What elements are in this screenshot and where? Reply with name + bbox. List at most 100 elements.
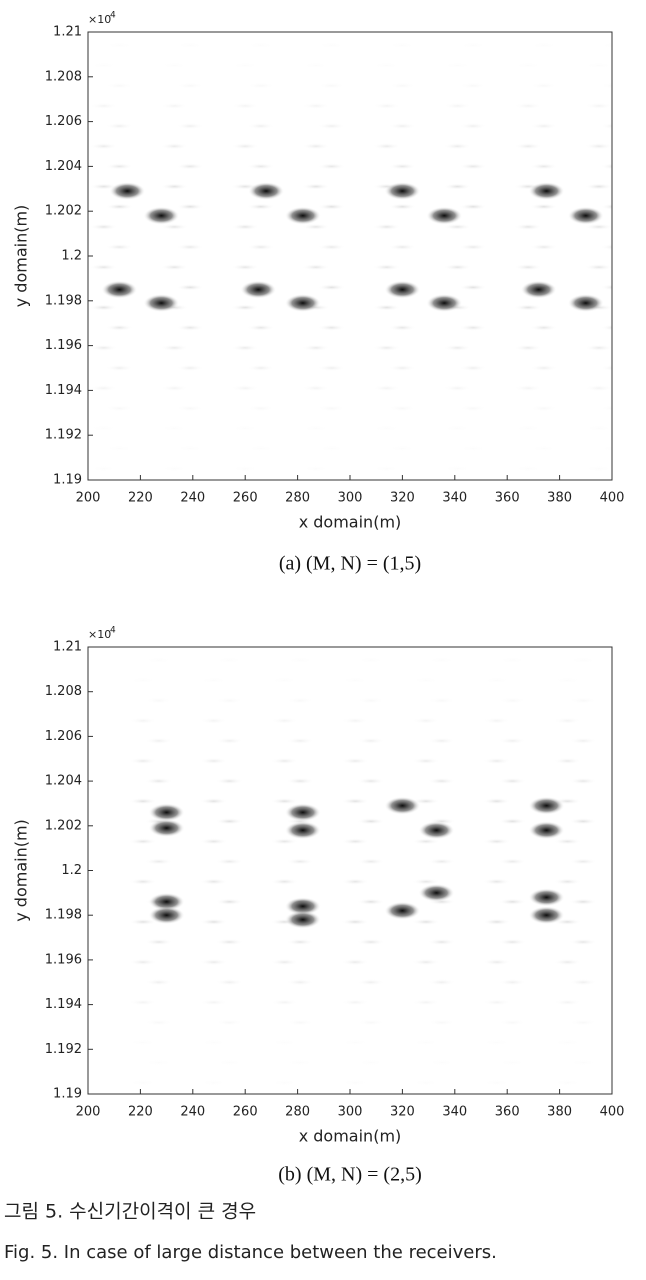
fringe [443, 344, 472, 352]
x-tick-label: 220 [128, 491, 153, 506]
fringe [443, 465, 472, 472]
fringe [215, 818, 244, 825]
fringe [144, 737, 173, 745]
y-tick-label: 1.208 [45, 69, 82, 84]
multiplier-power: 4 [110, 626, 116, 636]
fringe [514, 465, 543, 472]
fringe [388, 243, 417, 251]
hot-spot [567, 206, 604, 225]
fringe [301, 264, 330, 271]
fringe [584, 223, 612, 231]
fringe [411, 757, 440, 765]
fringe [569, 1019, 598, 1026]
fringe [301, 62, 330, 69]
fringe [105, 445, 134, 452]
hot-spot [284, 294, 321, 313]
y-tick-label: 1.196 [45, 952, 82, 967]
x-tick-label: 280 [285, 491, 310, 506]
hot-spot [109, 182, 146, 201]
fringe [482, 1079, 511, 1087]
hot-spot [418, 883, 455, 902]
fringe [176, 82, 205, 89]
fringe [199, 999, 228, 1006]
fringe [105, 42, 134, 49]
hot-spot [384, 796, 421, 815]
fringe [459, 445, 488, 452]
fringe [341, 999, 370, 1006]
fringe [215, 858, 244, 865]
fringe [584, 465, 612, 472]
y-tick-label: 1.2 [61, 863, 82, 878]
fringe [356, 938, 385, 946]
fringe [569, 858, 598, 865]
fringe [160, 425, 189, 432]
fringe [89, 425, 118, 432]
fringe [514, 264, 543, 271]
fringe [89, 304, 118, 311]
fringe [199, 757, 228, 765]
fringe [89, 384, 118, 392]
fringe [270, 878, 299, 885]
fringe [584, 62, 612, 69]
fringe [89, 264, 118, 271]
x-axis-label: x domain(m) [299, 513, 402, 532]
fringe [199, 798, 228, 805]
fringe [176, 203, 205, 210]
fringe [529, 364, 558, 372]
fringe [498, 1059, 527, 1066]
fringe [372, 384, 401, 392]
fringe [372, 62, 401, 69]
fringe [427, 777, 456, 785]
fringe [286, 1059, 315, 1066]
fringe [459, 243, 488, 251]
fringe [144, 657, 173, 664]
fringe [529, 42, 558, 49]
fringe [459, 284, 488, 291]
fringe [569, 1059, 598, 1066]
fringe [388, 324, 417, 331]
x-tick-label: 300 [338, 491, 363, 506]
fringe [459, 203, 488, 210]
fringe [482, 798, 511, 805]
hot-spot [143, 206, 180, 225]
hot-spot [148, 819, 185, 838]
fringe [199, 838, 228, 845]
fringe [411, 999, 440, 1006]
fringe [215, 777, 244, 785]
fringe [600, 243, 612, 251]
fringe [443, 223, 472, 231]
fringe [176, 324, 205, 331]
fringe [600, 42, 612, 49]
fringe [301, 223, 330, 231]
x-tick-label: 360 [495, 491, 520, 506]
fringe [144, 1019, 173, 1026]
fringe [498, 777, 527, 785]
heatmap-background [88, 647, 612, 1094]
panel-caption: (b) (M, N) = (2,5) [278, 1164, 421, 1186]
fringe [341, 677, 370, 684]
fringe [215, 938, 244, 946]
hot-spot [418, 821, 455, 840]
fringe [129, 1079, 158, 1087]
y-tick-label: 1.204 [45, 159, 82, 174]
fringe [482, 958, 511, 966]
hot-spot [528, 888, 565, 907]
fringe [514, 304, 543, 311]
fringe [553, 878, 582, 885]
fringe [341, 918, 370, 926]
fringe [199, 878, 228, 885]
y-tick-label: 1.194 [45, 997, 82, 1012]
fringe [498, 1019, 527, 1026]
fringe [482, 878, 511, 885]
x-tick-label: 340 [442, 1105, 467, 1120]
fringe [498, 818, 527, 825]
fringe [129, 1039, 158, 1046]
fringe [569, 818, 598, 825]
fringe [129, 878, 158, 885]
fringe [246, 405, 275, 412]
fringe [199, 918, 228, 926]
fringe [270, 717, 299, 724]
x-tick-label: 200 [76, 491, 101, 506]
fringe [215, 657, 244, 664]
fringe [286, 979, 315, 986]
